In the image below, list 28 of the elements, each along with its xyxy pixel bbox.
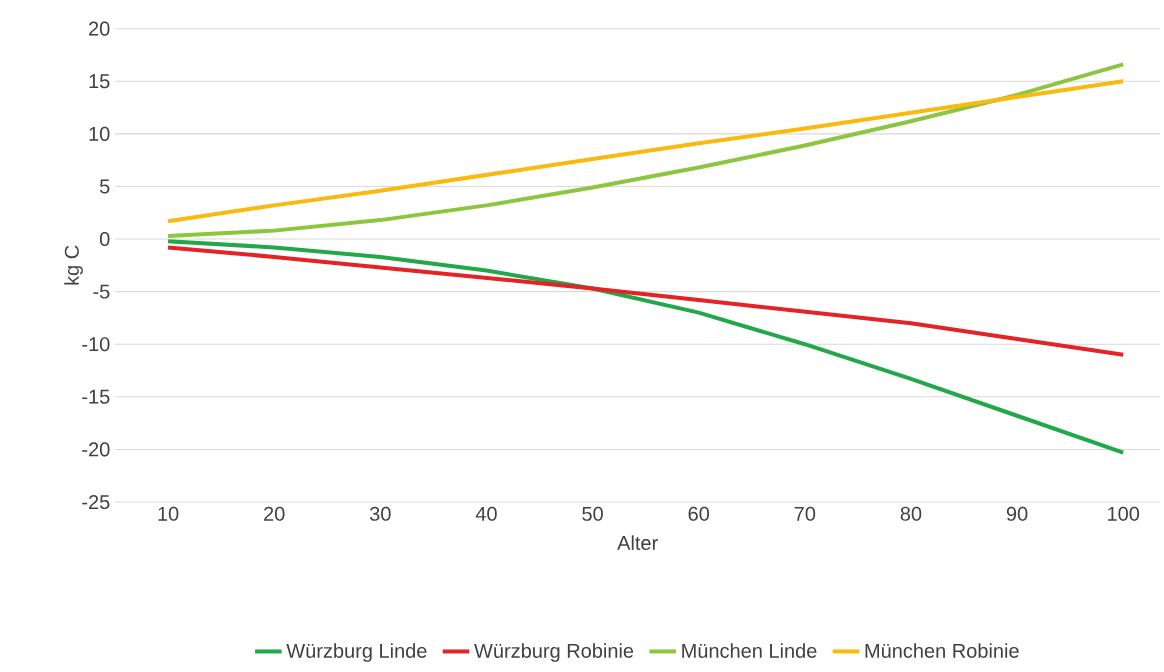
x-tick-label: 40 — [475, 506, 497, 521]
legend-label: Würzburg Linde — [286, 643, 427, 662]
x-tick-label: 100 — [1108, 506, 1140, 521]
legend-label: München Linde — [682, 643, 817, 658]
y-tick-label: 10 — [89, 126, 110, 141]
y-tick-label: -5 — [93, 284, 110, 299]
line-series — [166, 239, 1126, 455]
y-tick-label: -15 — [82, 389, 110, 404]
x-axis-title: Alter — [617, 535, 658, 551]
y-tick-label: 5 — [99, 179, 110, 194]
x-tick-label: 50 — [582, 506, 603, 521]
legend-label: Würzburg Robinie — [474, 643, 634, 662]
x-tick-label: 30 — [369, 506, 391, 521]
x-tick-label: 70 — [794, 506, 816, 521]
y-tick-label: -20 — [82, 442, 110, 457]
y-axis-title: kg C — [64, 245, 83, 285]
y-tick-label: 0 — [99, 231, 110, 247]
y-tick-label: 20 — [89, 21, 110, 36]
x-tick-label: 20 — [264, 506, 285, 521]
x-tick-label: 90 — [1006, 506, 1028, 521]
x-tick-label: 10 — [158, 506, 179, 521]
line-series — [166, 62, 1126, 238]
x-tick-label: 80 — [900, 506, 922, 521]
y-tick-label: -10 — [82, 337, 110, 352]
y-tick-label: 15 — [89, 74, 110, 89]
y-tick-label: -25 — [82, 494, 110, 510]
x-tick-label: 60 — [688, 506, 710, 521]
legend-label: München Robinie — [865, 643, 1019, 658]
